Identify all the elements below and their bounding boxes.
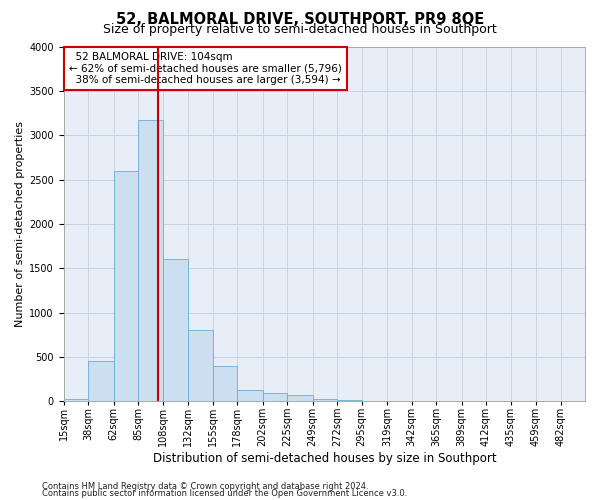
Bar: [337, 400, 362, 402]
Bar: [362, 400, 387, 402]
Bar: [287, 394, 313, 402]
Bar: [263, 394, 287, 402]
Y-axis label: Number of semi-detached properties: Number of semi-detached properties: [15, 121, 25, 327]
Text: Size of property relative to semi-detached houses in Southport: Size of property relative to semi-detach…: [103, 22, 497, 36]
Bar: [313, 399, 337, 402]
Bar: [188, 330, 212, 402]
Text: Contains HM Land Registry data © Crown copyright and database right 2024.: Contains HM Land Registry data © Crown c…: [42, 482, 368, 491]
Bar: [64, 399, 88, 402]
Text: Contains public sector information licensed under the Open Government Licence v3: Contains public sector information licen…: [42, 489, 407, 498]
Bar: [88, 362, 113, 402]
X-axis label: Distribution of semi-detached houses by size in Southport: Distribution of semi-detached houses by …: [152, 452, 496, 465]
Text: 52, BALMORAL DRIVE, SOUTHPORT, PR9 8QE: 52, BALMORAL DRIVE, SOUTHPORT, PR9 8QE: [116, 12, 484, 28]
Bar: [212, 366, 237, 402]
Bar: [237, 390, 263, 402]
Bar: [163, 260, 188, 402]
Text: 52 BALMORAL DRIVE: 104sqm
← 62% of semi-detached houses are smaller (5,796)
  38: 52 BALMORAL DRIVE: 104sqm ← 62% of semi-…: [69, 52, 342, 85]
Bar: [113, 170, 138, 402]
Bar: [138, 120, 163, 402]
